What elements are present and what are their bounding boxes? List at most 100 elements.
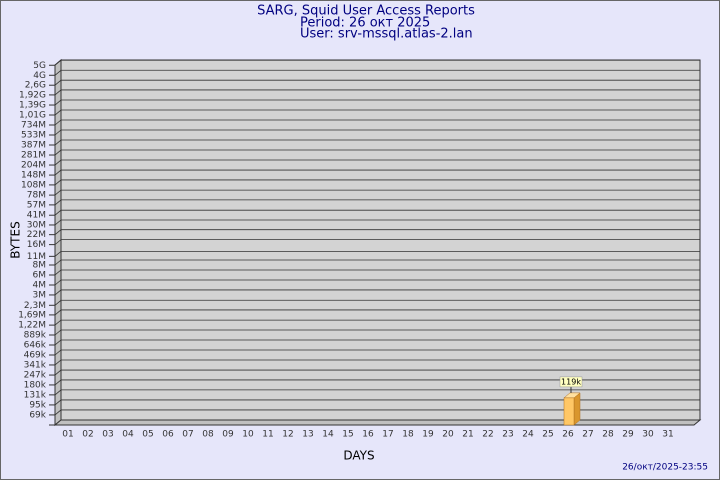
x-tick-label: 12 [282,430,293,440]
x-tick-label: 25 [542,430,553,440]
y-tick-label: 1,39G [19,101,46,111]
grid-line [54,139,700,146]
y-tick-label: 1,69M [18,310,46,320]
subtitle: Period: 26 окт 2025 [300,16,430,31]
grid-line [54,89,700,96]
y-tick-label: 41M [27,211,46,221]
x-tick-label: 15 [342,430,353,440]
y-tick-label: 387M [21,141,46,151]
y-tick-label: 889k [24,331,47,341]
grid-line [54,159,700,166]
grid-line [54,109,700,116]
x-tick-label: 13 [302,430,313,440]
bar-side [573,392,581,426]
x-tick-label: 31 [662,430,673,440]
grid-line [54,69,700,76]
x-tick-label: 11 [262,430,273,440]
x-tick-label: 17 [382,430,393,440]
y-tick-label: 247k [24,371,47,381]
grid-line [54,219,700,226]
grid-line [54,279,700,286]
x-tick-label: 01 [62,430,73,440]
x-tick-label: 03 [102,430,113,440]
chart-title: SARG, Squid User Access Reports [257,4,475,19]
y-tick-label: 78M [27,191,46,201]
x-tick-label: 29 [622,430,634,440]
x-tick-label: 22 [482,430,493,440]
y-axis-label: BYTES [9,221,23,258]
x-tick-label: 06 [162,430,174,440]
x-axis-label: DAYS [343,449,374,463]
y-tick-label: 131k [24,390,47,400]
grid-line [54,169,700,176]
y-tick-label: 341k [24,360,47,370]
y-tick-label: 204M [21,161,46,171]
x-tick-label: 21 [462,430,473,440]
x-tick-label: 02 [82,430,93,440]
grid-line [54,339,700,346]
data-label: 119k [561,377,581,386]
y-tick-label: 2,3M [24,301,46,311]
y-tick-label: 1,92G [19,90,46,100]
x-tick-label: 27 [582,430,593,440]
grid-line [54,59,700,66]
grid-line [54,319,700,326]
grid-line [54,119,700,126]
grid-line [54,329,700,336]
grid-line [54,179,700,186]
y-tick-label: 281M [21,151,46,161]
grid-line [54,250,700,257]
x-tick-label: 20 [442,430,454,440]
x-tick-label: 26 [562,430,574,440]
grid-line [54,399,700,406]
grid-line [54,189,700,196]
y-tick-label: 2,6G [25,81,46,91]
x-tick-label: 18 [402,430,414,440]
grid-line [54,389,700,396]
grid-line [54,149,700,156]
grid-line [54,359,700,366]
y-tick-label: 3M [33,290,47,300]
grid-line [54,349,700,356]
x-tick-label: 10 [242,430,254,440]
x-tick-label: 14 [322,430,334,440]
grid-line [54,289,700,296]
y-tick-label: 69k [29,410,46,420]
y-tick-label: 148M [21,171,46,181]
y-tick-label: 95k [29,400,46,410]
x-tick-label: 09 [222,430,234,440]
grid-line [54,309,700,316]
grid-line [54,199,700,206]
x-tick-label: 05 [142,430,153,440]
bar [563,397,575,426]
y-tick-label: 57M [27,200,46,210]
y-tick-label: 4M [33,280,47,290]
y-tick-label: 6M [33,270,47,280]
grid-line [54,99,700,106]
footer: 26/окт/2025-23:55 [622,463,708,473]
x-tick-label: 23 [502,430,513,440]
grid-line [54,259,700,266]
floor [53,419,702,426]
y-tick-label: 1,22M [18,321,46,331]
y-tick-label: 30M [27,220,46,230]
grid-line [54,299,700,306]
label-box [559,376,583,388]
x-tick-label: 08 [202,430,214,440]
grid-line [54,269,700,276]
grid-line [54,129,700,136]
grid-line [54,369,700,376]
x-tick-label: 04 [122,430,134,440]
y-tick-label: 5G [33,61,46,71]
x-tick-label: 16 [362,430,374,440]
y-tick-label: 11M [27,252,46,262]
grid-line [54,209,700,216]
y-tick-label: 108M [21,180,46,190]
y-tick-label: 469k [24,351,47,361]
y-tick-label: 533M [21,131,46,141]
y-tick-label: 8M [33,261,47,271]
grid-line [54,229,700,235]
y-tick-label: 180k [24,380,47,390]
grid-line [54,409,700,416]
